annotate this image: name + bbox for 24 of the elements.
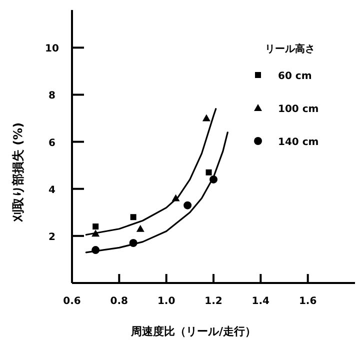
y-tick-label: 6 [48,138,56,149]
legend-title: リール高さ [265,43,315,55]
x-tick-label: 1.2 [204,296,222,307]
x-tick-label: 0.8 [110,296,128,307]
x-tick-label: 1.6 [298,296,317,307]
point [136,224,144,232]
x-tick-label: 0.6 [63,296,81,307]
legend-label: 60 cm [278,71,312,82]
point [184,201,192,210]
x-tick-label: 1.0 [157,296,176,307]
y-tick-label: 8 [48,90,56,102]
point [92,224,99,230]
x-tick-label: 1.4 [252,296,270,307]
y-tick-label: 2 [48,232,56,243]
legend-label: 140 cm [278,137,319,148]
legend-label: 100 cm [278,104,319,115]
x-axis-title: 周速度比（リール/走行） [130,325,256,338]
line-series [85,132,228,254]
point [206,169,212,176]
y-tick-label: 10 [45,44,59,55]
point [202,114,210,122]
y-tick-label: 4 [48,184,56,196]
y-axis-title: 刈取り部損失 (%) [11,122,25,223]
point [130,214,136,220]
